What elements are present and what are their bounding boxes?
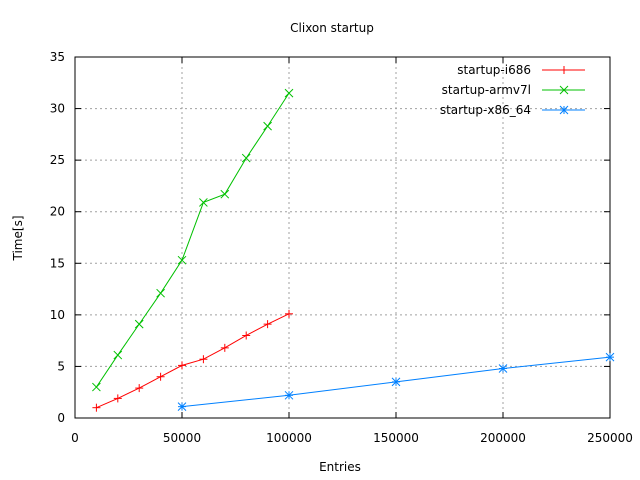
marker-stroke [199, 198, 208, 207]
data-point [113, 394, 122, 403]
y-tick-label: 10 [50, 308, 65, 322]
marker-stroke [220, 189, 230, 199]
x-tick-label: 200000 [480, 431, 526, 445]
data-point [220, 189, 230, 199]
x-tick-label: 50000 [163, 431, 201, 445]
data-point [498, 364, 508, 373]
marker-stroke [134, 319, 144, 329]
data-point [156, 288, 165, 298]
marker-stroke [263, 121, 272, 131]
data-point [263, 121, 272, 131]
marker-stroke [391, 377, 401, 387]
marker-stroke [284, 390, 294, 400]
marker-stroke [113, 350, 123, 360]
marker-stroke [92, 382, 101, 392]
data-point [156, 372, 165, 381]
data-point [199, 355, 208, 364]
marker-stroke [156, 288, 165, 298]
y-tick-label: 15 [50, 256, 65, 270]
marker-stroke [177, 402, 187, 412]
legend-entry: startup-armv7l [442, 83, 585, 97]
data-point [241, 153, 251, 163]
y-axis-label: Time[s] [11, 216, 25, 262]
data-point [263, 320, 272, 329]
data-point [605, 352, 615, 362]
data-point [92, 403, 101, 412]
legend-entry: startup-x86_64 [440, 103, 585, 117]
marker-stroke [177, 255, 187, 265]
plot-frame [74, 56, 611, 419]
y-tick-label: 25 [50, 153, 65, 167]
marker-stroke [284, 88, 294, 98]
data-point [220, 343, 229, 352]
data-point [92, 382, 101, 392]
y-tick-label: 20 [50, 205, 65, 219]
data-point [284, 88, 294, 98]
data-point [178, 361, 186, 370]
series-line [95, 92, 290, 388]
data-point [242, 331, 251, 340]
data-point [177, 402, 187, 412]
series-startup-x86_64 [177, 352, 615, 412]
legend-label: startup-x86_64 [440, 103, 531, 117]
data-point [284, 390, 294, 400]
data-point [135, 384, 144, 393]
marker-stroke [559, 85, 569, 95]
x-axis-label: Entries [319, 460, 361, 474]
series-startup-armv7l [92, 88, 294, 392]
data-point [285, 309, 293, 318]
data-point [177, 255, 187, 265]
legend-label: startup-i686 [457, 63, 531, 77]
y-tick-label: 35 [50, 50, 65, 64]
x-tick-label: 100000 [266, 431, 312, 445]
x-tick-label: 150000 [373, 431, 419, 445]
legend-label: startup-armv7l [442, 83, 531, 97]
marker-stroke [605, 352, 615, 362]
legend-entry: startup-i686 [457, 63, 585, 77]
chart-title: Clixon startup [290, 21, 374, 35]
y-tick-label: 5 [57, 359, 65, 373]
y-tick-label: 30 [50, 102, 65, 116]
series-line [96, 313, 290, 409]
marker-stroke [559, 105, 569, 115]
marker-stroke [498, 364, 508, 373]
data-point [391, 377, 401, 387]
data-point [134, 319, 144, 329]
data-point [113, 350, 123, 360]
y-tick-label: 0 [57, 411, 65, 425]
data-point [199, 198, 208, 207]
series-startup-i686 [92, 309, 293, 412]
marker-stroke [241, 153, 251, 163]
x-tick-label: 0 [71, 431, 79, 445]
x-tick-label: 250000 [587, 431, 633, 445]
